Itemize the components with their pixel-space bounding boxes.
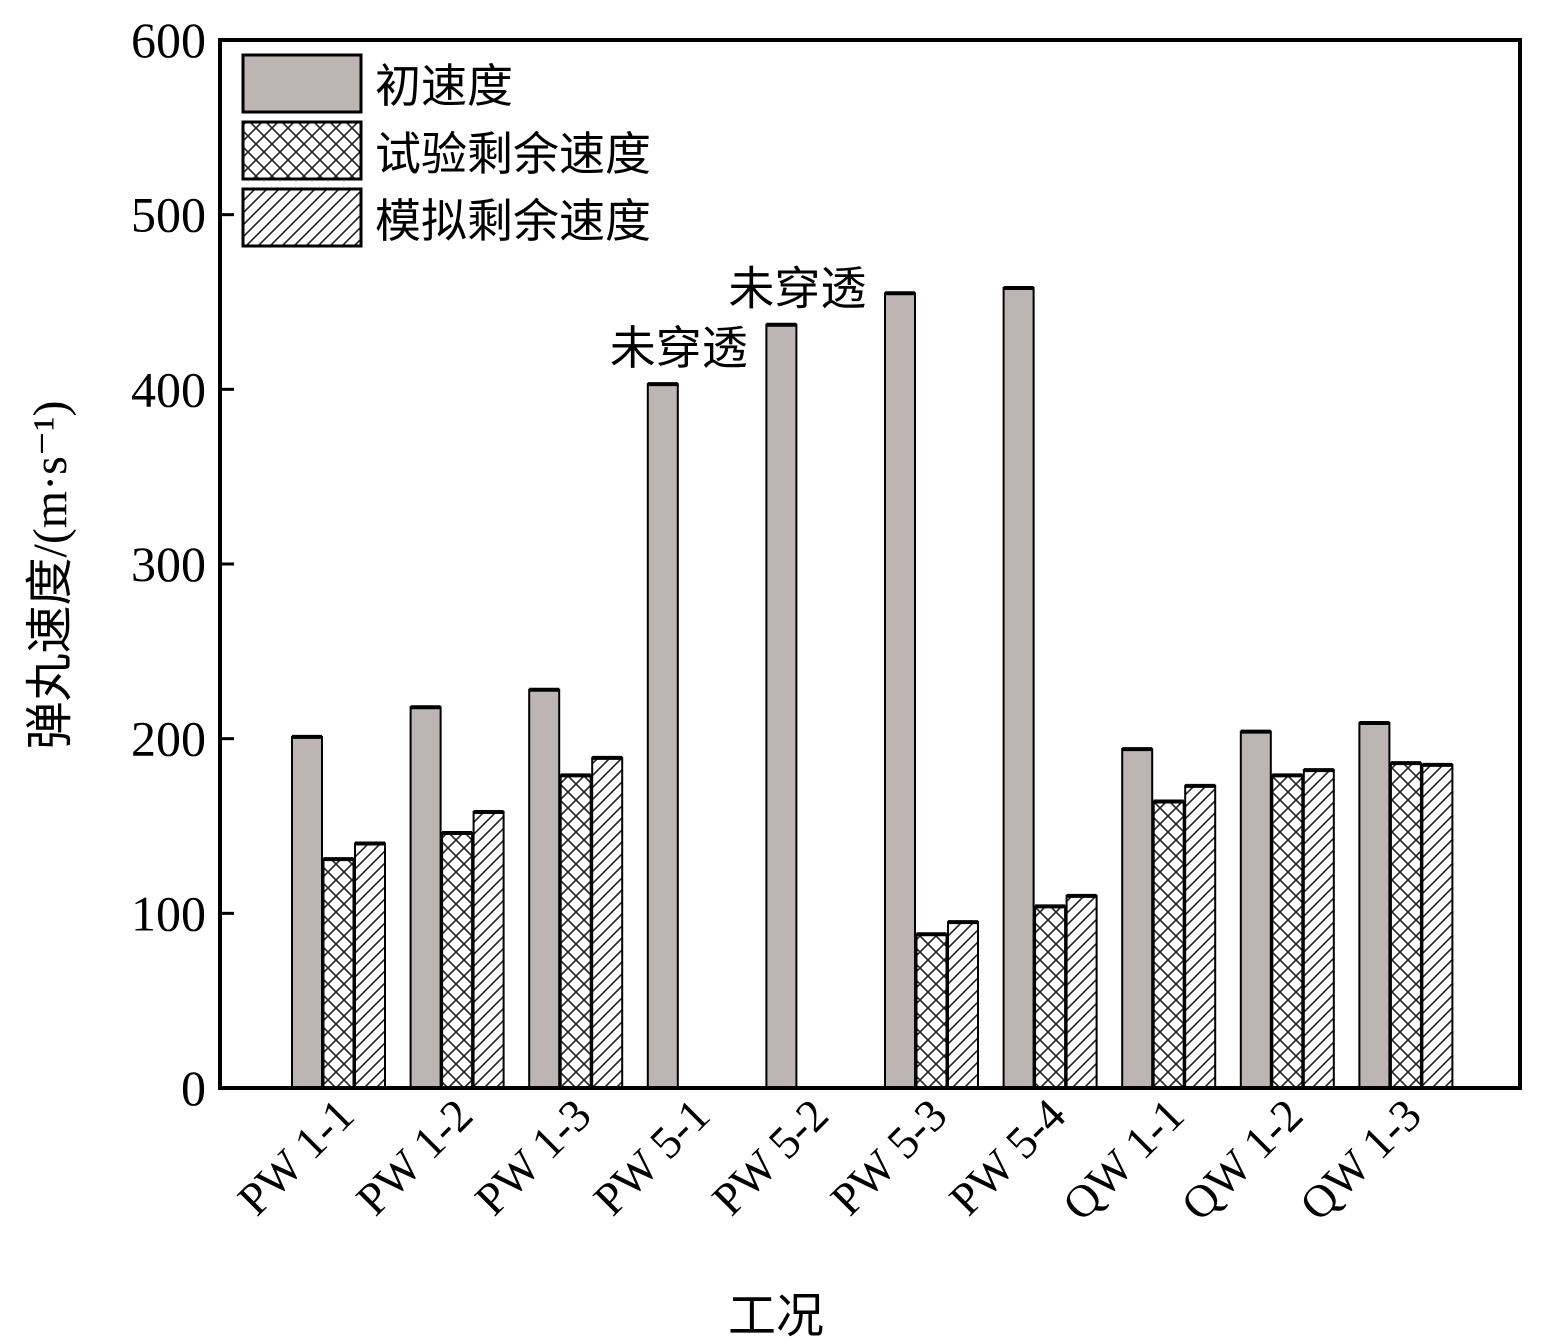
bar-sim-9 — [1421, 763, 1454, 1089]
bar-test-7 — [1152, 800, 1185, 1090]
bars-layer — [291, 286, 1454, 1090]
x-tick-label: PW 1-2 — [346, 1089, 482, 1225]
y-axis-ticks: 0 100 200 300 400 500 600 — [131, 12, 234, 1116]
x-tick-label: QW 1-3 — [1290, 1089, 1431, 1230]
x-tick-label: QW 1-2 — [1171, 1089, 1312, 1230]
y-tick-label: 200 — [131, 711, 206, 767]
bar-initial-9 — [1358, 721, 1391, 1089]
bar-sim-2 — [591, 756, 624, 1089]
bar-sim-6 — [1065, 894, 1098, 1089]
x-tick-label: PW 5-3 — [821, 1089, 957, 1225]
y-tick-label: 400 — [131, 361, 206, 417]
bar-test-0 — [322, 858, 355, 1089]
bar-sim-8 — [1302, 769, 1335, 1090]
plot-frame — [218, 38, 1522, 1090]
x-tick-label: PW 5-2 — [702, 1089, 838, 1225]
y-axis-title: 弹丸速度/(m·s⁻¹) — [24, 400, 77, 749]
legend-swatch-sim — [241, 187, 363, 248]
bar-test-5 — [915, 933, 948, 1089]
bar-test-6 — [1034, 905, 1067, 1090]
x-tick-label: PW 5-4 — [939, 1089, 1075, 1225]
bar-initial-3 — [646, 383, 679, 1089]
y-tick-label: 500 — [131, 187, 206, 243]
annotation-not-penetrated: 未穿透 — [728, 264, 866, 315]
bar-initial-1 — [409, 706, 442, 1090]
legend-label-initial: 初速度 — [375, 61, 513, 112]
legend-swatch-initial — [241, 53, 363, 114]
legend-swatch-test — [241, 120, 363, 181]
bar-test-8 — [1271, 774, 1304, 1089]
bar-sim-5 — [947, 921, 979, 1089]
bar-test-2 — [559, 774, 592, 1089]
bar-initial-0 — [291, 735, 323, 1089]
bar-initial-6 — [1002, 287, 1035, 1089]
x-tick-label: PW 5-1 — [584, 1089, 720, 1225]
legend: 初速度 试验剩余速度 模拟剩余速度 — [241, 53, 651, 248]
x-tick-label: PW 1-1 — [228, 1089, 364, 1225]
bar-initial-7 — [1121, 748, 1154, 1089]
bar-initial-8 — [1239, 730, 1272, 1089]
bar-initial-5 — [884, 292, 916, 1089]
y-tick-label: 600 — [131, 12, 206, 68]
y-tick-label: 0 — [181, 1060, 206, 1116]
legend-label-sim: 模拟剩余速度 — [375, 196, 651, 247]
y-tick-label: 300 — [131, 536, 206, 592]
y-tick-label: 100 — [131, 885, 206, 941]
bar-sim-1 — [472, 811, 505, 1089]
annotation-not-penetrated: 未穿透 — [610, 323, 748, 374]
legend-label-test: 试验剩余速度 — [375, 129, 651, 180]
x-axis-title: 工况 — [728, 1290, 824, 1343]
bar-initial-2 — [528, 688, 561, 1089]
x-axis-ticks: PW 1-1PW 1-2PW 1-3PW 5-1PW 5-2PW 5-3PW 5… — [228, 1089, 1431, 1230]
bar-sim-0 — [354, 842, 386, 1090]
bar-test-1 — [441, 831, 474, 1090]
bar-initial-4 — [765, 323, 798, 1089]
bar-sim-7 — [1184, 784, 1217, 1089]
x-tick-label: QW 1-1 — [1053, 1089, 1194, 1230]
bar-test-9 — [1389, 762, 1422, 1089]
x-tick-label: PW 1-3 — [465, 1089, 601, 1225]
